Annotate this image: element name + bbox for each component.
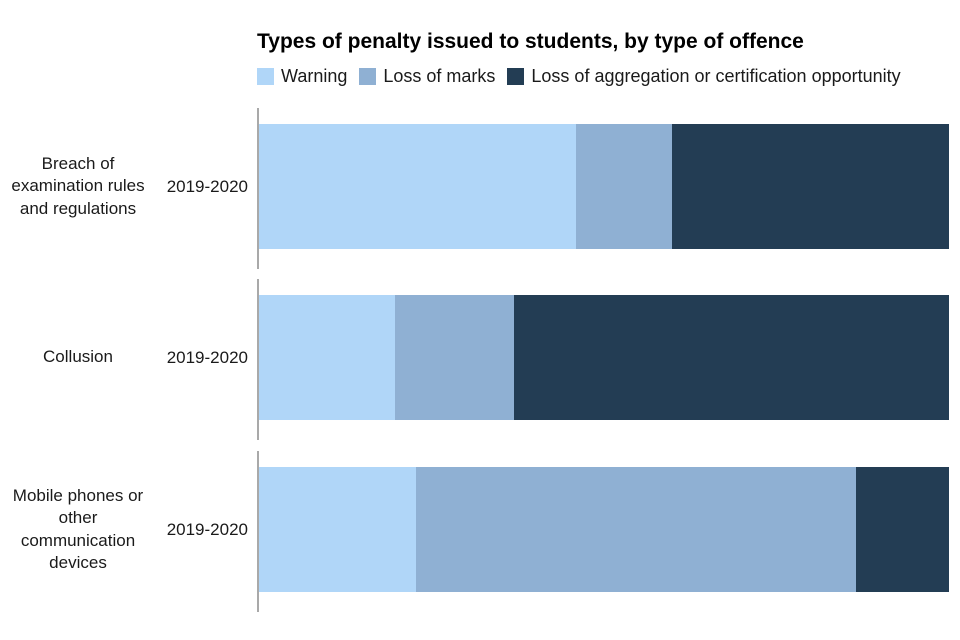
- stacked-bar: [259, 467, 949, 592]
- chart-title: Types of penalty issued to students, by …: [257, 30, 804, 53]
- bar-segment-loss-of-marks: [394, 295, 514, 420]
- facet-row-collusion: Collusion 2019-2020: [0, 279, 960, 440]
- facet-row-mobile-phones-or-other-communication-devices: Mobile phones or other communication dev…: [0, 451, 960, 612]
- bar-segment-loss-of-marks: [415, 467, 856, 592]
- y-axis-line: [257, 108, 259, 269]
- category-label: Collusion: [43, 347, 113, 367]
- legend-label: Loss of aggregation or certification opp…: [531, 66, 901, 86]
- stacked-bar: [259, 124, 949, 249]
- legend: Warning Loss of marks Loss of aggregation …: [257, 66, 957, 87]
- legend-item-loss-of-marks: Loss of marks: [359, 66, 495, 87]
- bar-segment-loss-of-marks: [575, 124, 672, 249]
- category-label: Breach of examination rules and regulati…: [11, 154, 145, 218]
- bar-segment-loss-of-aggregation-or-certification-opportunity: [855, 467, 949, 592]
- legend-swatch-loss-of-marks: [359, 68, 377, 85]
- year-label: 2019-2020: [166, 519, 248, 539]
- year-label: 2019-2020: [166, 176, 248, 196]
- facet-row-breach-of-examination-rules-and-regulations: Breach of examination rules and regulati…: [0, 108, 960, 269]
- legend-swatch-warning: [257, 68, 274, 85]
- legend-item-loss-of-aggregation-or-certification-opportunity: Loss of aggregation or certification opp…: [507, 66, 901, 87]
- bar-segment-loss-of-aggregation-or-certification-opportunity: [671, 124, 949, 249]
- category-label: Mobile phones or other communication dev…: [12, 486, 144, 572]
- bar-segment-warning: [259, 467, 416, 592]
- bar-segment-warning: [259, 124, 576, 249]
- legend-label: Warning: [281, 66, 348, 86]
- y-axis-line: [257, 451, 259, 612]
- bar-segment-loss-of-aggregation-or-certification-opportunity: [513, 295, 949, 420]
- legend-label: Loss of marks: [383, 66, 496, 86]
- y-axis-line: [257, 279, 259, 440]
- bar-segment-warning: [259, 295, 395, 420]
- stacked-bar: [259, 295, 949, 420]
- year-label: 2019-2020: [166, 347, 248, 367]
- legend-swatch-loss-of-aggregation-or-certification-opportunity: [507, 68, 525, 85]
- legend-item-warning: Warning: [257, 66, 347, 87]
